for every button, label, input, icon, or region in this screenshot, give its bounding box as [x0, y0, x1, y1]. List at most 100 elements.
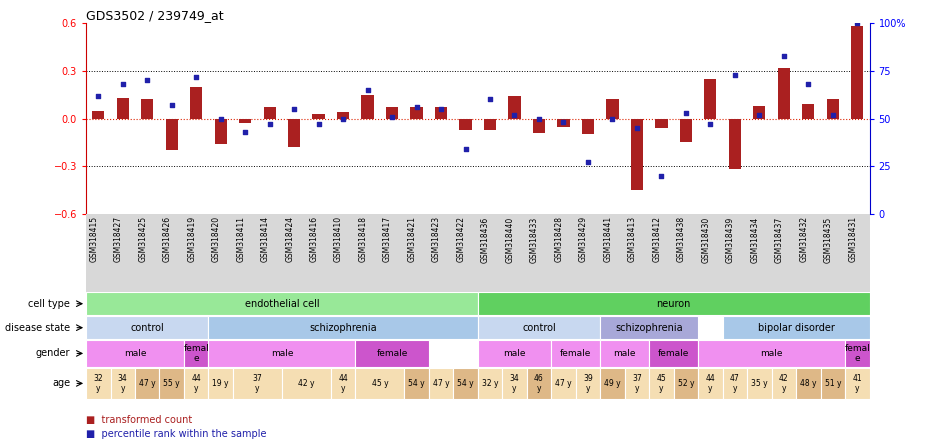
Bar: [729, 119, 741, 170]
Text: female: female: [658, 349, 689, 358]
Text: femal
e: femal e: [183, 344, 209, 363]
Text: 44
y: 44 y: [339, 374, 348, 393]
Text: 44
y: 44 y: [191, 374, 201, 393]
Text: GSM318413: GSM318413: [628, 216, 637, 262]
Bar: [722, 368, 747, 399]
Bar: [698, 340, 845, 367]
Text: female: female: [376, 349, 408, 358]
Text: GSM318425: GSM318425: [138, 216, 147, 262]
Point: [238, 128, 253, 135]
Text: female: female: [560, 349, 591, 358]
Text: male: male: [271, 349, 293, 358]
Bar: [533, 119, 545, 133]
Bar: [600, 316, 698, 339]
Point: [483, 96, 498, 103]
Text: femal
e: femal e: [845, 344, 870, 363]
Text: 47 y: 47 y: [555, 379, 572, 388]
Text: cell type: cell type: [29, 299, 70, 309]
Bar: [282, 368, 331, 399]
Text: GSM318437: GSM318437: [775, 216, 783, 262]
Text: 51 y: 51 y: [824, 379, 841, 388]
Point: [140, 77, 154, 84]
Text: GSM318441: GSM318441: [603, 216, 612, 262]
Point: [263, 121, 278, 128]
Bar: [673, 368, 698, 399]
Bar: [190, 87, 203, 119]
Text: 42
y: 42 y: [779, 374, 789, 393]
Bar: [778, 67, 790, 119]
Text: disease state: disease state: [6, 323, 70, 333]
Point: [458, 146, 473, 153]
Text: 39
y: 39 y: [583, 374, 593, 393]
Bar: [386, 107, 398, 119]
Text: GSM318416: GSM318416: [310, 216, 318, 262]
Bar: [435, 107, 447, 119]
Bar: [233, 368, 282, 399]
Bar: [600, 340, 649, 367]
Text: 32
y: 32 y: [93, 374, 103, 393]
Bar: [313, 114, 325, 119]
Text: male: male: [760, 349, 783, 358]
Bar: [184, 340, 208, 367]
Text: 46
y: 46 y: [534, 374, 544, 393]
Bar: [704, 79, 717, 119]
Text: GSM318414: GSM318414: [261, 216, 270, 262]
Bar: [117, 98, 129, 119]
Text: GSM318412: GSM318412: [652, 216, 661, 262]
Text: GSM318435: GSM318435: [824, 216, 833, 262]
Text: 49 y: 49 y: [604, 379, 621, 388]
Text: 34
y: 34 y: [117, 374, 128, 393]
Text: GSM318419: GSM318419: [187, 216, 196, 262]
Bar: [478, 292, 870, 315]
Bar: [86, 340, 184, 367]
Text: control: control: [522, 323, 556, 333]
Bar: [820, 368, 845, 399]
Point: [630, 124, 645, 131]
Point: [678, 109, 693, 116]
Text: ■  percentile rank within the sample: ■ percentile rank within the sample: [86, 429, 266, 440]
Bar: [411, 107, 423, 119]
Bar: [502, 368, 526, 399]
Text: 47
y: 47 y: [730, 374, 740, 393]
Bar: [208, 368, 233, 399]
Point: [165, 102, 179, 109]
Text: male: male: [503, 349, 525, 358]
Text: GSM318439: GSM318439: [726, 216, 734, 262]
Bar: [478, 316, 600, 339]
Text: schizophrenia: schizophrenia: [615, 323, 683, 333]
Text: 55 y: 55 y: [164, 379, 180, 388]
Bar: [215, 119, 227, 144]
Text: 45 y: 45 y: [372, 379, 388, 388]
Bar: [208, 316, 478, 339]
Bar: [92, 111, 105, 119]
Text: GSM318433: GSM318433: [530, 216, 539, 262]
Bar: [337, 112, 350, 119]
Text: 32 y: 32 y: [482, 379, 499, 388]
Bar: [362, 95, 374, 119]
Text: GSM318422: GSM318422: [457, 216, 465, 262]
Bar: [86, 316, 208, 339]
Point: [311, 121, 326, 128]
Point: [214, 115, 228, 122]
Point: [727, 71, 742, 78]
Text: ■  transformed count: ■ transformed count: [86, 415, 192, 425]
Bar: [827, 99, 839, 119]
Text: GSM318427: GSM318427: [114, 216, 123, 262]
Point: [434, 106, 449, 113]
Bar: [582, 119, 594, 135]
Bar: [771, 368, 796, 399]
Text: GSM318436: GSM318436: [481, 216, 490, 262]
Text: gender: gender: [36, 349, 70, 358]
Text: GSM318417: GSM318417: [383, 216, 392, 262]
Text: 47 y: 47 y: [139, 379, 155, 388]
Bar: [698, 368, 722, 399]
Point: [850, 20, 865, 27]
Point: [91, 92, 105, 99]
Text: GSM318415: GSM318415: [90, 216, 98, 262]
Bar: [288, 119, 301, 147]
Text: GSM318432: GSM318432: [799, 216, 808, 262]
Text: 54 y: 54 y: [408, 379, 425, 388]
Bar: [680, 119, 692, 143]
Point: [556, 119, 571, 126]
Bar: [142, 99, 154, 119]
